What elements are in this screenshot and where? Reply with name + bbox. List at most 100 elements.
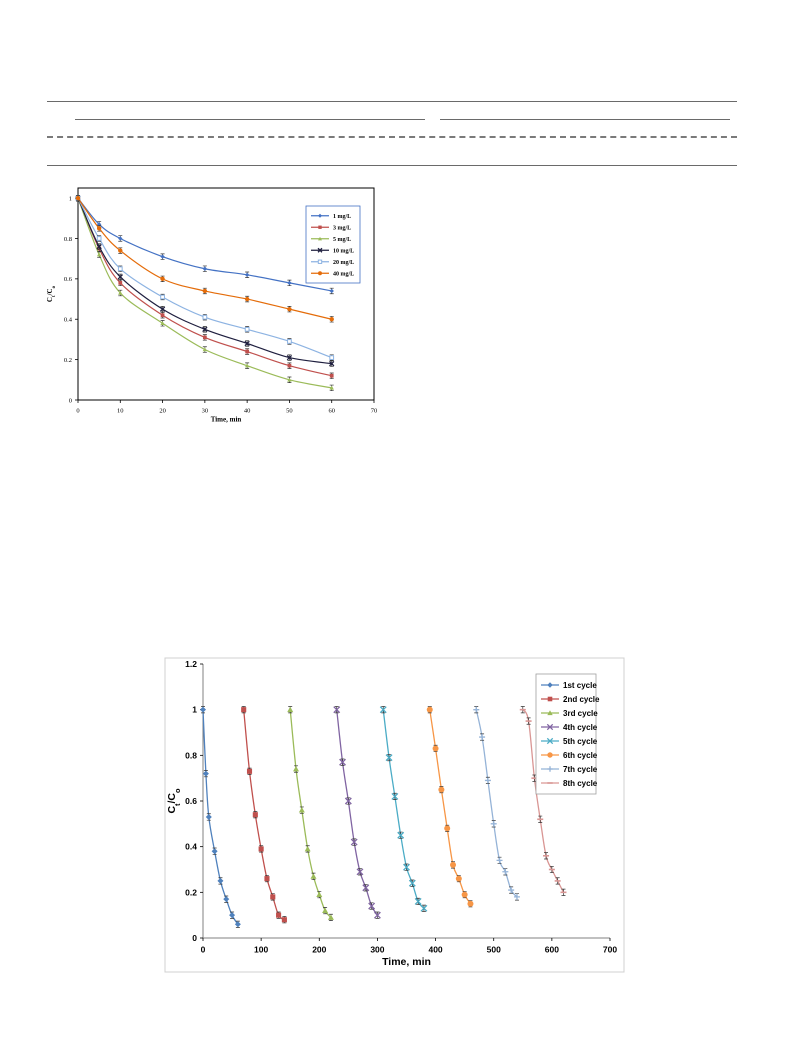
data-point <box>96 243 102 250</box>
x-tick-label: 60 <box>328 408 335 415</box>
data-point <box>304 845 311 852</box>
plot-frame <box>77 187 375 401</box>
y-tick-label: 0.4 <box>64 317 73 324</box>
legend-marker <box>318 271 322 276</box>
data-point <box>432 745 439 752</box>
data-point <box>75 195 81 201</box>
x-tick-label: 0 <box>76 408 79 415</box>
data-point <box>408 879 416 887</box>
legend-label: 4th cycle <box>563 723 598 732</box>
x-tick-label: 40 <box>244 408 251 415</box>
data-point <box>362 884 370 892</box>
data-point <box>96 226 102 231</box>
data-point <box>414 898 422 905</box>
data-point <box>329 385 334 390</box>
x-tick-label: 700 <box>603 945 617 955</box>
data-point <box>264 876 270 882</box>
series-4th-cycle <box>333 706 381 919</box>
data-point <box>461 891 468 898</box>
legend-label: 8th cycle <box>563 779 598 788</box>
data-point <box>160 254 165 259</box>
legend-marker <box>317 259 323 264</box>
data-point <box>118 281 123 285</box>
data-point <box>286 354 293 361</box>
y-tick-label: 0 <box>192 933 197 943</box>
legend-marker <box>546 723 554 731</box>
data-point <box>329 288 334 294</box>
series-1-mg-l <box>75 194 334 295</box>
data-point <box>397 831 405 839</box>
series-8th-cycle <box>519 706 567 896</box>
data-point <box>118 236 123 241</box>
data-point <box>373 911 381 919</box>
data-point <box>293 766 300 772</box>
legend-marker <box>547 696 553 702</box>
data-point <box>339 758 347 766</box>
series-line <box>382 709 425 909</box>
data-point <box>322 907 329 913</box>
series-10-mg-l <box>75 194 335 367</box>
data-point <box>96 252 102 257</box>
series-7th-cycle <box>473 706 520 901</box>
data-point <box>245 349 250 354</box>
data-point <box>298 807 305 813</box>
data-point <box>160 294 165 300</box>
y-tick-label: 1 <box>192 705 197 715</box>
legend-marker <box>547 710 553 716</box>
data-point <box>403 863 410 871</box>
legend-label: 1st cycle <box>563 681 597 690</box>
data-point <box>350 838 358 846</box>
data-point <box>333 706 341 714</box>
y-tick-label: 0.8 <box>185 750 197 760</box>
data-point <box>316 891 323 898</box>
data-point <box>484 777 491 784</box>
y-tick-label: 0 <box>69 397 72 404</box>
data-point <box>426 706 433 713</box>
data-point <box>287 306 292 312</box>
data-point <box>118 290 123 295</box>
chart-border <box>164 657 625 973</box>
data-point <box>513 893 520 900</box>
data-point <box>202 335 207 340</box>
reuse-cycles-chart: 0 100 200 300 400 500 600 700 0 0.2 0.4 0.6 0.8 1 1.2 T… <box>164 657 625 973</box>
data-point <box>202 770 209 777</box>
data-point <box>490 820 497 827</box>
legend-label: 20 mg/L <box>333 260 354 266</box>
y-tick-label: 1.2 <box>185 659 197 669</box>
series-line <box>77 197 332 292</box>
data-point <box>229 912 236 919</box>
series-40-mg-l <box>75 194 334 323</box>
data-point <box>241 707 247 713</box>
data-point <box>117 274 123 280</box>
series-3rd-cycle <box>287 706 334 921</box>
data-point <box>450 861 457 868</box>
data-point <box>96 222 102 227</box>
data-point <box>244 340 250 347</box>
y-tick-label: 0.4 <box>185 842 197 852</box>
legend-label: 5th cycle <box>563 737 598 746</box>
data-point <box>310 873 317 879</box>
data-point <box>244 296 250 302</box>
data-point <box>344 797 352 805</box>
data-point <box>244 363 250 368</box>
data-point <box>438 786 445 793</box>
x-tick-label: 600 <box>545 945 559 955</box>
legend: 1 mg/L 3 mg/L 5 mg/L 10 mg/L 20 mg/L 40 mg/L <box>305 205 361 284</box>
data-point <box>379 706 387 714</box>
legend-marker <box>547 766 553 772</box>
x-tick-label: 500 <box>487 945 501 955</box>
data-point <box>327 914 334 920</box>
legend-marker <box>547 682 553 688</box>
y-tick-label: 0.2 <box>64 357 72 364</box>
data-point <box>496 857 503 864</box>
table-group-rule-left <box>75 119 425 120</box>
x-tick-label: 20 <box>159 408 166 415</box>
data-point <box>502 868 509 875</box>
x-tick-label: 30 <box>202 408 209 415</box>
series-1st-cycle <box>200 706 241 928</box>
data-point <box>329 317 334 322</box>
data-point <box>160 276 165 282</box>
x-tick-label: 400 <box>428 945 442 955</box>
series-line <box>243 709 285 921</box>
x-tick-label: 100 <box>254 945 268 955</box>
